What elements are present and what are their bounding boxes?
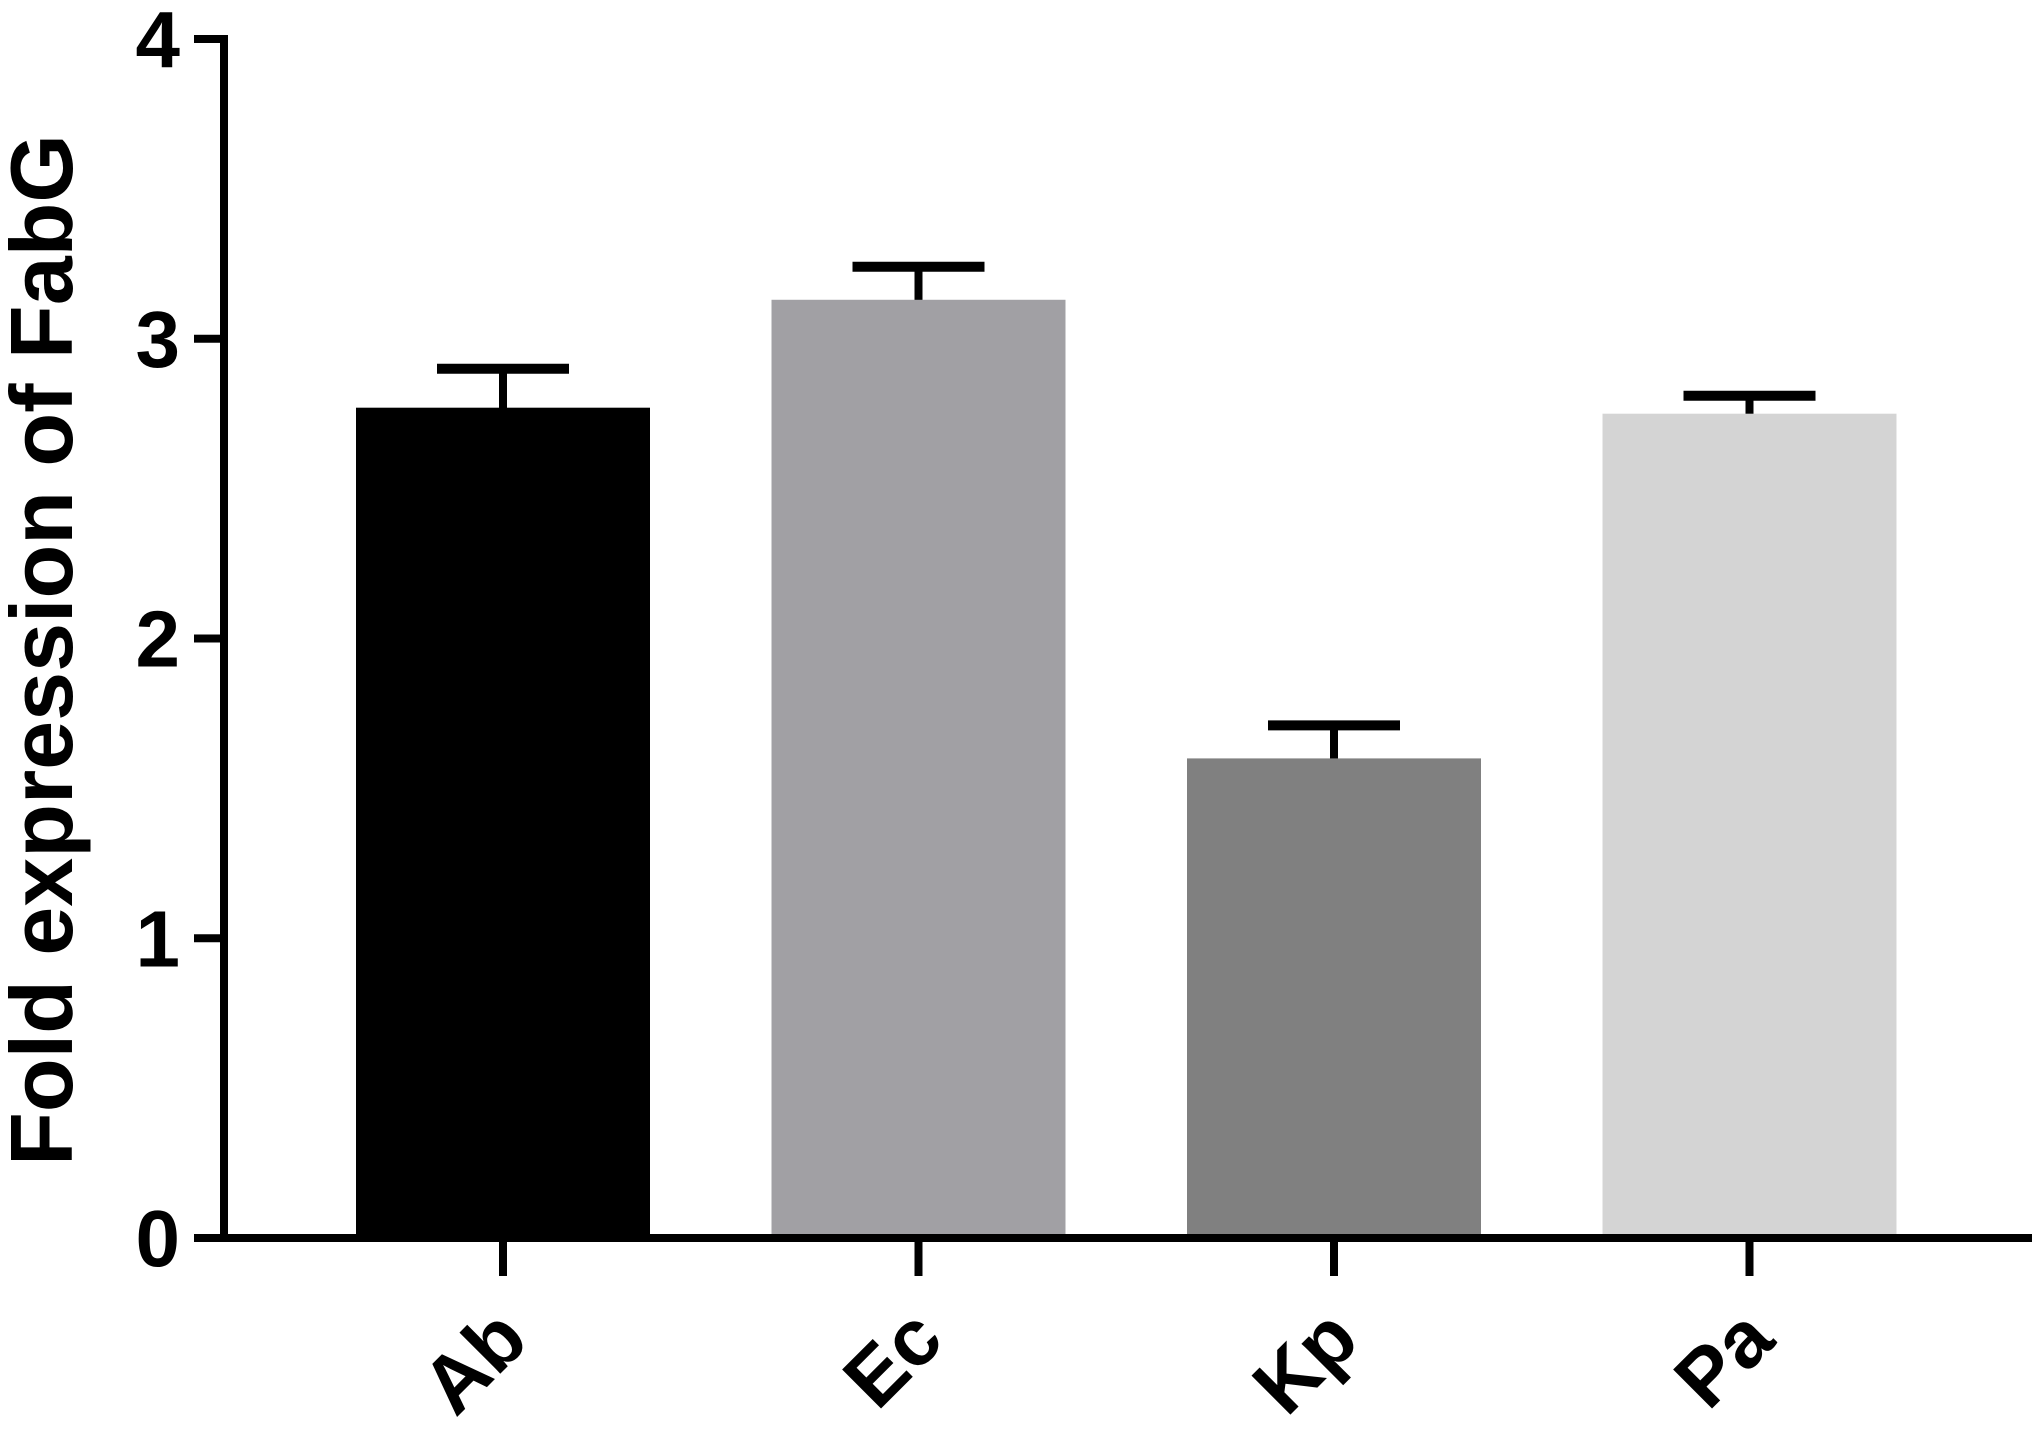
x-tick-label: Kp xyxy=(1236,1292,1374,1430)
bar xyxy=(1602,413,1897,1234)
y-axis-title: Fold expression of FabG xyxy=(0,134,91,1166)
y-tick-label: 1 xyxy=(136,894,181,983)
bar xyxy=(771,299,1066,1235)
bar xyxy=(1187,758,1481,1234)
x-tick-label: Ab xyxy=(405,1292,543,1430)
bar xyxy=(356,407,650,1234)
y-tick-label: 2 xyxy=(136,595,181,684)
y-tick-label: 4 xyxy=(136,0,181,84)
y-tick-label: 3 xyxy=(136,295,181,384)
x-tick-label: Pa xyxy=(1657,1292,1789,1424)
y-tick-label: 0 xyxy=(136,1194,181,1283)
x-tick-label: Ec xyxy=(826,1292,958,1424)
